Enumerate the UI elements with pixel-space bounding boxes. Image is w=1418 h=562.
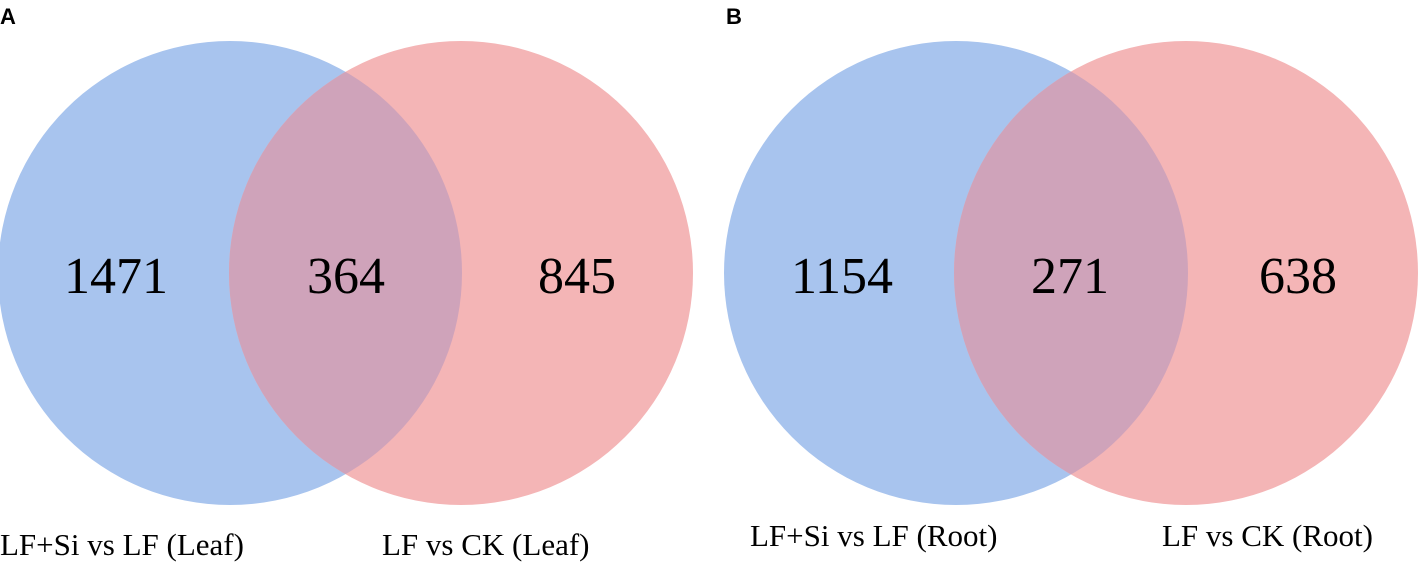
venn-panel-a: A 1471 364 845 LF+Si vs LF (Leaf) LF vs … [0, 4, 693, 562]
set-label-right-b: LF vs CK (Root) [1162, 518, 1373, 553]
panel-label-a: A [0, 4, 16, 29]
count-right-only-b: 638 [1259, 248, 1337, 305]
count-left-only-a: 1471 [64, 248, 168, 305]
panel-label-b: B [726, 4, 742, 29]
count-overlap-b: 271 [1031, 248, 1109, 305]
count-left-only-b: 1154 [791, 248, 893, 305]
overlap-region-a [229, 41, 462, 505]
count-overlap-a: 364 [307, 248, 385, 305]
count-right-only-a: 845 [538, 248, 616, 305]
venn-panel-b: B 1154 271 638 LF+Si vs LF (Root) LF vs … [724, 4, 1418, 553]
overlap-region-b [954, 41, 1188, 505]
set-label-left-a: LF+Si vs LF (Leaf) [0, 527, 244, 562]
set-label-left-b: LF+Si vs LF (Root) [750, 518, 997, 553]
set-label-right-a: LF vs CK (Leaf) [382, 527, 589, 562]
